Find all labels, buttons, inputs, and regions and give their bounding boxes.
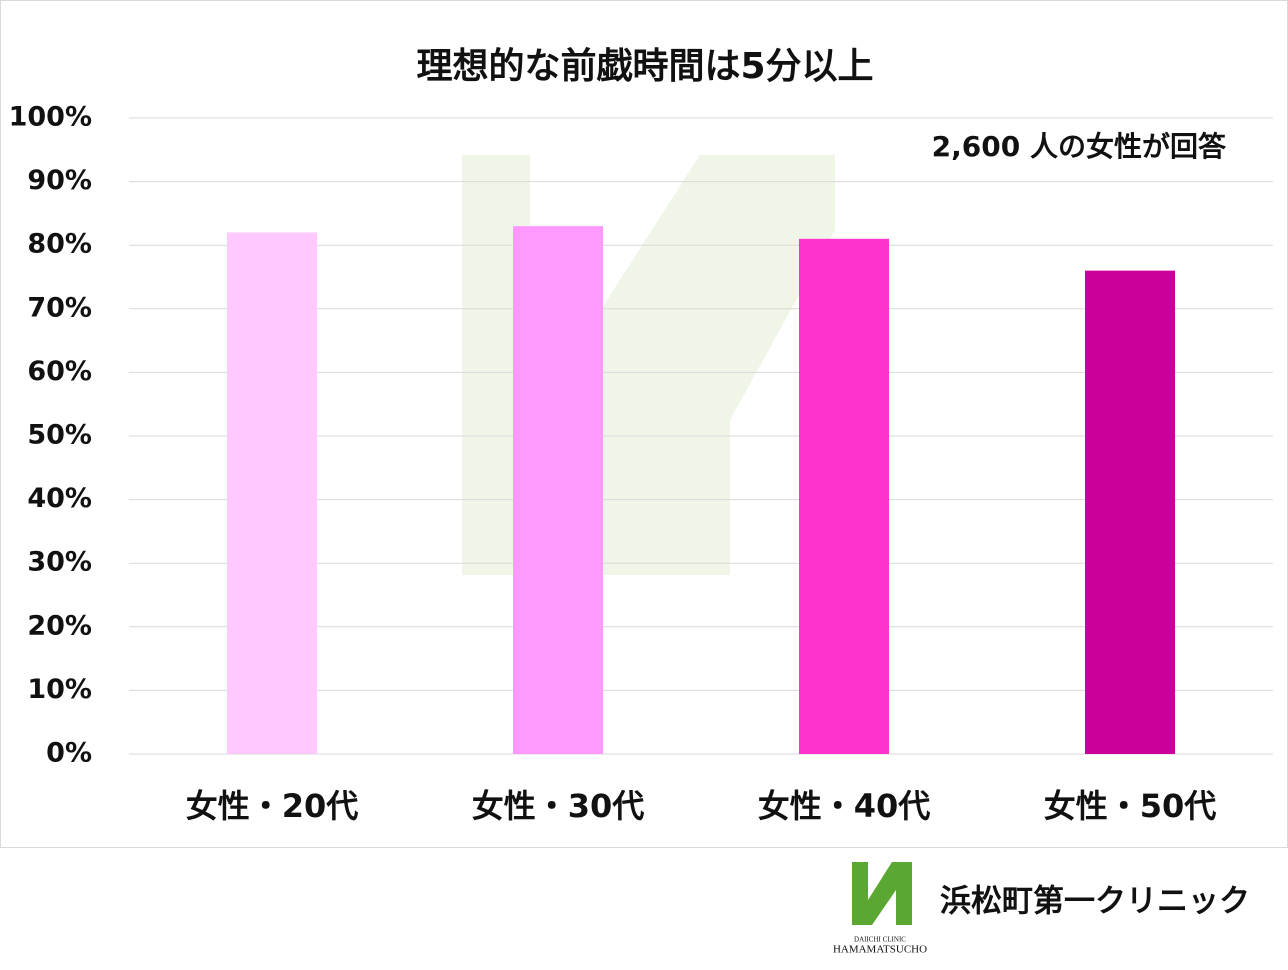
chart-title: 理想的な前戯時間は5分以上	[416, 46, 873, 87]
chart-frame	[0, 0, 1288, 848]
y-tick-label: 60%	[27, 356, 92, 387]
y-tick-label: 80%	[27, 229, 92, 260]
logo: DAIICHI CLINIC HAMAMATSUCHO 浜松町第一クリニック	[833, 862, 1250, 956]
x-tick-label: 女性・30代	[472, 787, 645, 825]
logo-mark	[852, 862, 912, 925]
y-tick-label: 90%	[27, 165, 92, 196]
x-tick-label: 女性・50代	[1044, 787, 1217, 825]
x-tick-label: 女性・40代	[758, 787, 931, 825]
x-tick-label: 女性・20代	[186, 787, 359, 825]
annotation: 2,600 人の女性が回答	[932, 130, 1227, 163]
bar	[513, 226, 603, 754]
y-tick-label: 40%	[27, 483, 92, 514]
y-tick-label: 20%	[27, 610, 92, 641]
logo-name: 浜松町第一クリニック	[940, 884, 1250, 920]
y-tick-label: 30%	[27, 547, 92, 578]
y-tick-label: 0%	[46, 738, 92, 769]
y-tick-label: 70%	[27, 292, 92, 323]
y-tick-label: 10%	[27, 674, 92, 705]
bar	[1085, 270, 1175, 754]
bar	[227, 232, 317, 755]
y-tick-label: 100%	[9, 102, 92, 133]
y-tick-label: 50%	[27, 420, 92, 451]
logo-sub-top: DAIICHI CLINIC	[854, 936, 906, 944]
bar	[799, 238, 889, 755]
logo-sub-bottom: HAMAMATSUCHO	[833, 944, 927, 956]
